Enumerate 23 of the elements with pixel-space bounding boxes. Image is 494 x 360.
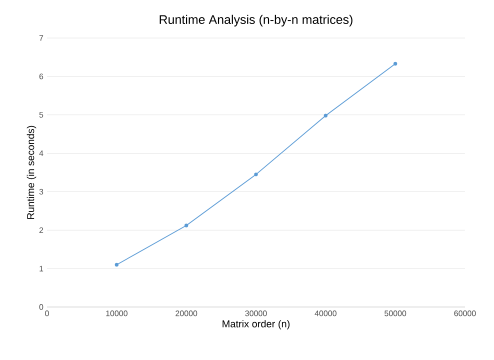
x-tick-label: 40000 [314,310,336,316]
point [114,262,119,267]
y-axis-title: Runtime (in seconds) [26,126,36,219]
x-tick-label: 20000 [176,310,198,316]
y-tick-label: 1 [40,266,44,272]
point [254,172,258,176]
y-tick-label: 4 [39,150,44,156]
x-tick-label: 0 [45,310,49,316]
point [393,62,398,66]
point [324,114,328,118]
x-tick-label: 10000 [106,310,128,316]
x-tick-label: 30000 [245,310,267,316]
x-tick-label: 60000 [454,310,476,316]
y-tick-label: 7 [39,35,44,41]
y-tick-label: 6 [39,74,44,80]
x-axis-title: Matrix order (n) [222,320,290,330]
x-tick-label: 50000 [384,310,406,316]
y-tick-label: 0 [39,304,44,310]
y-tick-label: 3 [39,188,44,195]
y-tick-label: 2 [39,227,44,233]
y-tick-label: 5 [39,112,44,118]
point [184,224,188,228]
chart-title: Runtime Analysis (n-by-n matrices) [160,14,352,26]
